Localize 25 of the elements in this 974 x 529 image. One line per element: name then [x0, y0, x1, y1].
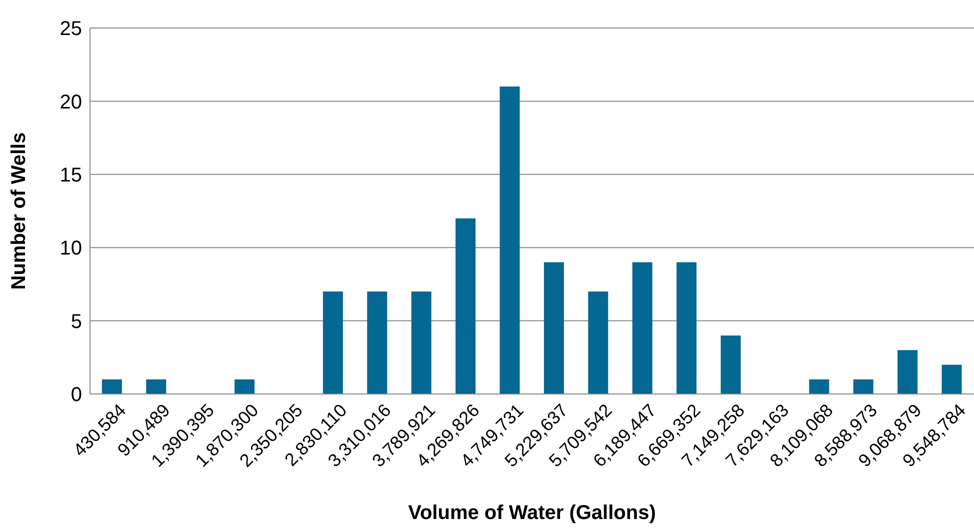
y-tick-label: 20 — [60, 91, 82, 114]
bar — [500, 86, 520, 394]
bar — [544, 262, 564, 394]
y-tick-label: 15 — [60, 164, 82, 186]
bar — [322, 292, 343, 394]
x-axis-title: Volume of Water (Gallons) — [408, 502, 656, 524]
bar — [456, 218, 476, 394]
bar — [720, 335, 741, 394]
bar — [234, 379, 255, 394]
bar — [853, 379, 874, 394]
bar — [809, 379, 830, 394]
y-tick-label: 10 — [60, 238, 82, 260]
y-tick-label: 0 — [70, 384, 82, 406]
bar — [942, 364, 962, 394]
y-tick-label: 5 — [70, 310, 82, 333]
bar — [588, 292, 608, 394]
bar — [632, 262, 652, 394]
bar — [146, 379, 166, 394]
bar — [367, 292, 388, 394]
y-tick-label: 25 — [60, 18, 82, 40]
bar — [898, 350, 918, 394]
bar — [102, 379, 122, 394]
bar — [676, 262, 697, 394]
bar — [411, 292, 432, 394]
y-axis-title: Number of Wells — [8, 132, 30, 290]
